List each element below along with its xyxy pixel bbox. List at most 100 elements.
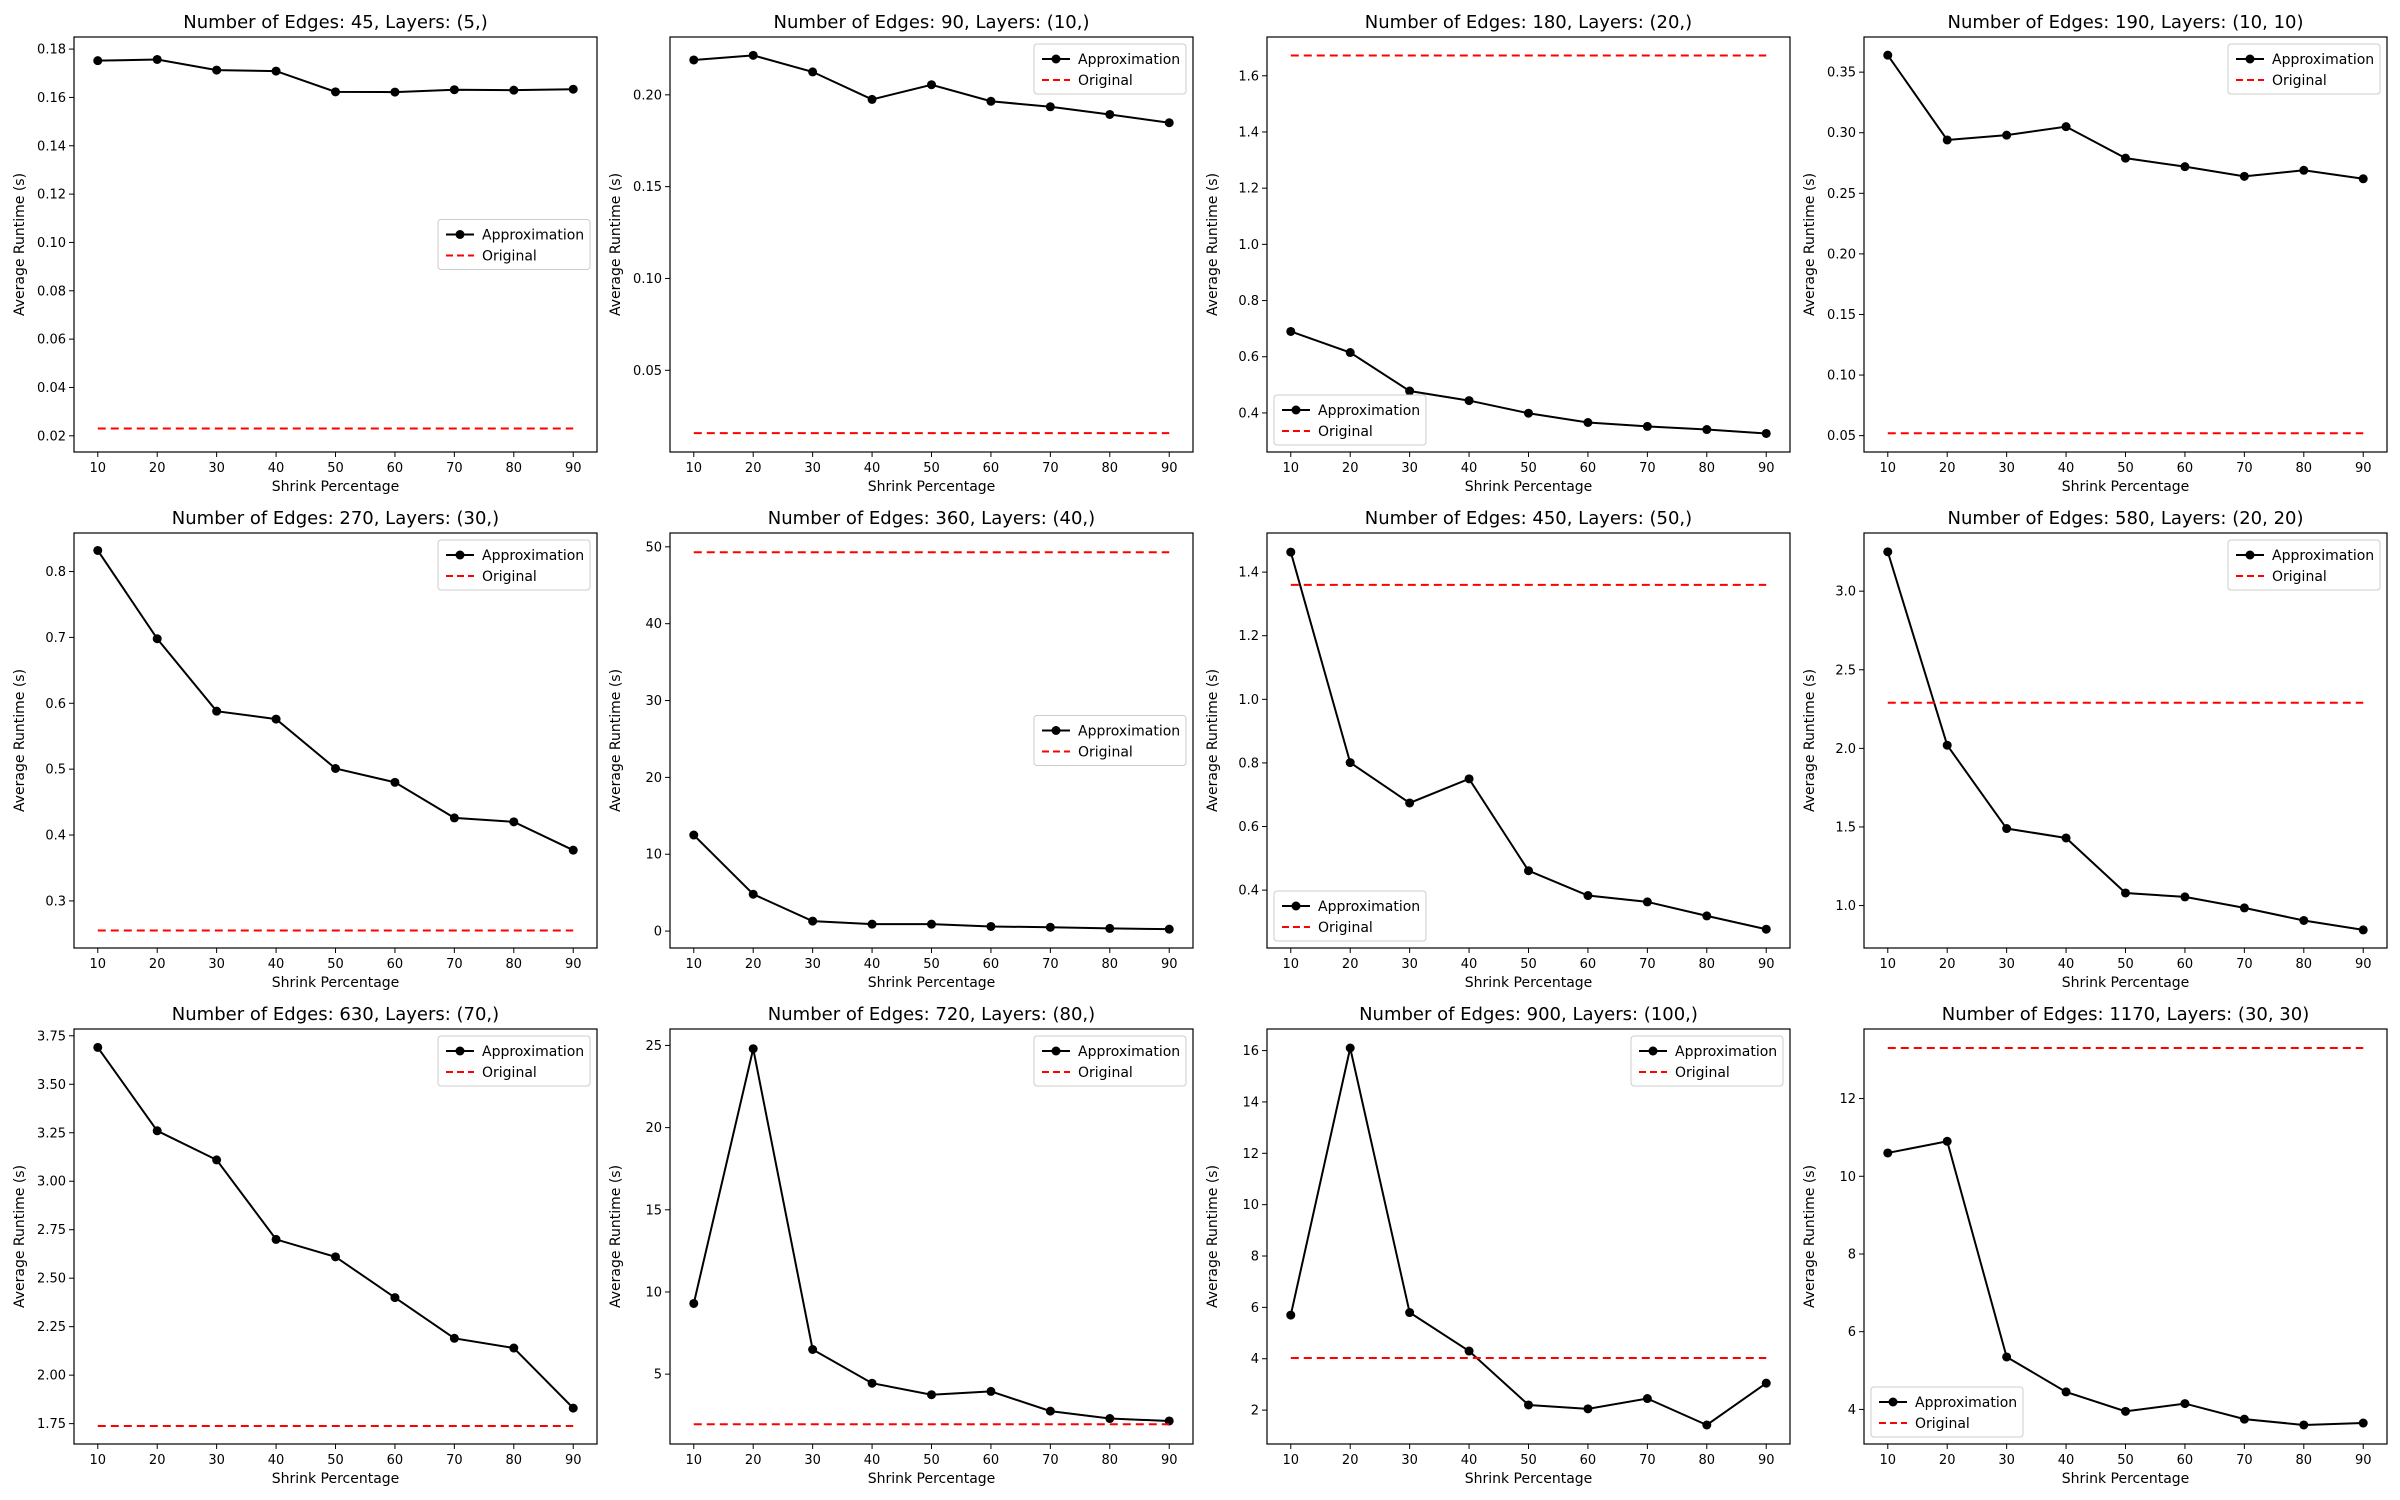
data-point-approximation: [1164, 118, 1174, 128]
data-point-approximation: [2239, 903, 2249, 913]
x-tick-label: 60: [2177, 461, 2194, 476]
data-point-approximation: [2358, 925, 2368, 935]
data-point-approximation: [331, 87, 340, 97]
y-tick-label: 3.00: [37, 1175, 66, 1190]
legend-label: Original: [482, 569, 537, 585]
legend: Approximation Original: [437, 1035, 591, 1087]
data-point-approximation: [1583, 1404, 1593, 1414]
axes-frame: [1266, 532, 1791, 949]
legend-label: Original: [1318, 424, 1373, 440]
legend-label: Approximation: [1915, 1395, 2017, 1411]
data-point-approximation: [1583, 891, 1593, 901]
data-point-approximation: [212, 706, 222, 716]
y-axis-label: Average Runtime (s): [608, 1165, 624, 1308]
data-point-approximation: [568, 84, 578, 94]
x-tick-label: 20: [745, 957, 762, 972]
y-tick-label: 6: [1251, 1301, 1259, 1316]
x-tick-label: 30: [208, 461, 225, 476]
chart-panel-7: Number of Edges: 450, Layers: (50,) 10 20 3…: [1205, 508, 1791, 991]
data-point-approximation: [689, 55, 699, 65]
y-tick-label: 0.8: [45, 565, 66, 580]
y-tick-label: 0.20: [1827, 247, 1856, 262]
legend-marker-approximation: [1648, 1046, 1658, 1056]
x-tick-label: 30: [1401, 1453, 1418, 1468]
y-tick-label: 1.6: [1238, 69, 1259, 84]
y-tick-label: 5: [654, 1368, 662, 1383]
series-line-approximation: [693, 834, 1170, 931]
data-point-approximation: [331, 763, 340, 773]
axes-frame: [73, 1028, 598, 1445]
legend-label: Approximation: [1318, 899, 1420, 915]
data-point-approximation: [2299, 915, 2309, 925]
y-axis-label: Average Runtime (s): [608, 669, 624, 812]
legend-label: Original: [1078, 745, 1133, 761]
y-tick-label: 10: [1242, 1198, 1259, 1213]
legend-label: Approximation: [1675, 1044, 1777, 1060]
legend: Approximation Original: [1870, 1386, 2024, 1438]
y-tick-label: 2.5: [1835, 663, 1856, 678]
y-tick-label: 3.50: [37, 1078, 66, 1093]
data-point-approximation: [1524, 866, 1533, 876]
legend-box: [1273, 890, 1427, 942]
legend: Approximation Original: [1273, 890, 1427, 942]
y-tick-label: 15: [645, 1203, 662, 1218]
x-tick-label: 80: [1699, 461, 1716, 476]
y-tick-label: 2.75: [37, 1223, 66, 1238]
x-tick-label: 20: [745, 1453, 762, 1468]
data-point-approximation: [93, 1042, 103, 1052]
data-point-approximation: [390, 777, 400, 787]
y-tick-label: 0.4: [45, 829, 66, 844]
chart-title: Number of Edges: 630, Layers: (70,): [172, 1004, 499, 1025]
data-point-approximation: [2239, 171, 2249, 181]
x-tick-label: 10: [1282, 957, 1299, 972]
y-tick-label: 40: [645, 617, 662, 632]
data-point-approximation: [449, 1333, 459, 1343]
y-tick-label: 0.18: [37, 43, 66, 58]
chart-panel-4: Number of Edges: 190, Layers: (10, 10) 10…: [1802, 12, 2388, 495]
chart-title: Number of Edges: 450, Layers: (50,): [1365, 508, 1692, 529]
data-point-approximation: [1164, 1416, 1174, 1426]
legend-marker-approximation: [1291, 405, 1301, 415]
legend-marker-approximation: [1051, 1046, 1061, 1056]
data-point-approximation: [449, 813, 459, 823]
data-point-approximation: [93, 545, 103, 555]
x-tick-label: 20: [149, 1453, 166, 1468]
x-tick-label: 90: [2355, 957, 2372, 972]
x-tick-label: 60: [1580, 1453, 1597, 1468]
data-point-approximation: [449, 85, 459, 95]
x-tick-label: 10: [1879, 1453, 1896, 1468]
x-tick-label: 70: [2236, 957, 2253, 972]
data-point-approximation: [1761, 1378, 1771, 1388]
y-tick-label: 20: [645, 1121, 662, 1136]
legend-label: Original: [1915, 1416, 1970, 1432]
x-tick-label: 50: [2117, 461, 2134, 476]
legend-label: Approximation: [482, 228, 584, 244]
data-point-approximation: [331, 1252, 340, 1262]
legend-box: [437, 219, 591, 270]
data-point-approximation: [2299, 1420, 2309, 1430]
legend-label: Approximation: [1078, 1044, 1180, 1060]
y-tick-label: 2.0: [1835, 742, 1856, 757]
legend-marker-approximation: [1888, 1397, 1898, 1407]
x-tick-label: 90: [565, 957, 582, 972]
y-tick-label: 1.0: [1238, 238, 1259, 253]
x-tick-label: 30: [804, 461, 821, 476]
y-tick-label: 1.0: [1835, 899, 1856, 914]
data-point-approximation: [1405, 798, 1415, 808]
x-tick-label: 40: [864, 461, 881, 476]
legend-marker-approximation: [1291, 901, 1301, 911]
data-point-approximation: [2180, 1399, 2190, 1409]
y-tick-label: 3.75: [37, 1029, 66, 1044]
data-point-approximation: [927, 919, 936, 929]
series-line-approximation: [97, 58, 574, 94]
legend-label: Approximation: [2272, 548, 2374, 564]
y-tick-label: 0.02: [37, 429, 66, 444]
data-point-approximation: [390, 1293, 400, 1303]
data-point-approximation: [986, 1386, 996, 1396]
data-point-approximation: [927, 80, 936, 90]
data-point-approximation: [1942, 135, 1952, 145]
data-point-approximation: [1464, 774, 1474, 784]
y-tick-label: 30: [645, 694, 662, 709]
data-point-approximation: [1883, 547, 1893, 557]
legend: Approximation Original: [1273, 394, 1427, 446]
